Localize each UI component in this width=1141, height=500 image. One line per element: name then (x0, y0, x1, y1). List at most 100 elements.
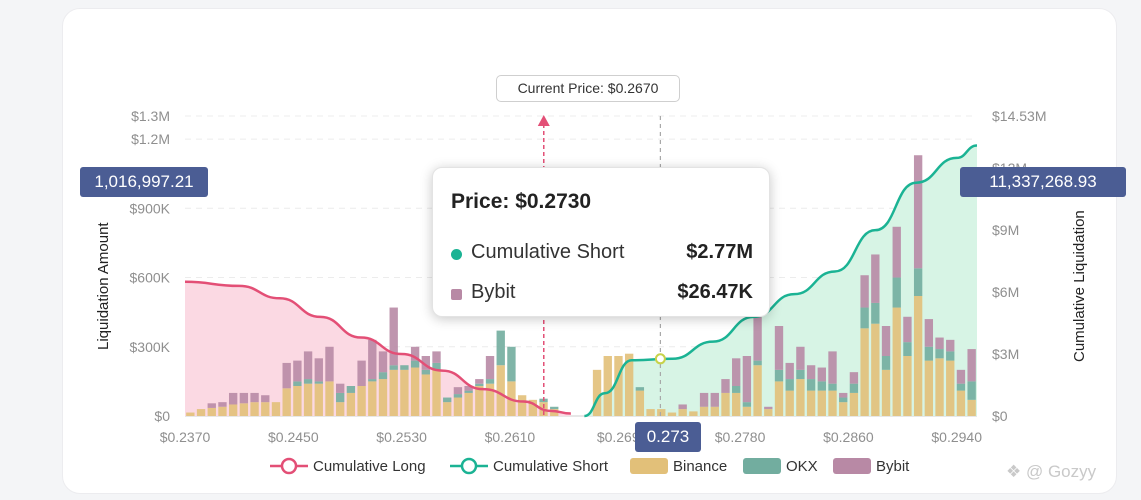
bybit-legend-label: Bybit (876, 458, 910, 475)
bybit-bar (946, 339, 955, 352)
tooltip-row-name: Cumulative Short (471, 241, 625, 263)
binance-bar (721, 392, 730, 416)
binance-bar (528, 399, 538, 416)
binance-bar (475, 386, 484, 416)
left-axis-tick-label: $1.3M (131, 108, 170, 124)
bybit-bar (839, 392, 848, 398)
x-axis-tick-label: $0.2370 (160, 429, 211, 445)
current-price-arrow-icon (537, 115, 550, 126)
legend[interactable]: Cumulative Long Cumulative Short Binance OK… (270, 457, 910, 475)
binance-bar (261, 402, 270, 416)
bybit-bar (228, 392, 238, 405)
binance-bar (624, 353, 634, 416)
okx-bar (924, 346, 934, 361)
okx-bar (378, 372, 388, 380)
binance-bar (453, 397, 463, 416)
bybit-bar (485, 356, 495, 380)
okx-bar (817, 381, 826, 391)
binance-bar (410, 367, 420, 416)
okx-bar (336, 392, 345, 403)
bar-group[interactable] (186, 155, 976, 416)
binance-bar (271, 402, 281, 416)
okx-bar (785, 379, 794, 391)
binance-bar (710, 406, 719, 416)
binance-bar (228, 404, 238, 416)
left-axis-title: Liquidation Amount (95, 222, 112, 350)
binance-bar (646, 409, 655, 416)
bybit-bar (967, 349, 976, 382)
bybit-bar (774, 326, 784, 370)
tooltip-row-value: $26.47K (677, 281, 753, 303)
bybit-bar (881, 326, 891, 356)
bybit-bar (464, 386, 473, 391)
bybit-bar (432, 351, 441, 363)
binance-bar (678, 409, 687, 416)
left-crosshair-badge: 1,016,997.21 (80, 167, 208, 197)
binance-bar (764, 409, 773, 416)
okx-legend-label: OKX (786, 458, 818, 475)
okx-bar (453, 394, 463, 398)
binance-bar (849, 392, 859, 416)
okx-bar (464, 390, 473, 393)
binance-bar (935, 358, 944, 416)
bybit-bar (239, 392, 249, 404)
binance-bar (378, 379, 388, 416)
binance-bar (464, 392, 473, 416)
bybit-bar (453, 387, 463, 395)
binance-bar (785, 390, 794, 416)
bybit-bar (282, 362, 291, 389)
binance-bar (967, 399, 976, 416)
binance-bar (635, 390, 645, 416)
right-axis-tick-label: $9M (992, 222, 1019, 238)
okx-bar (903, 342, 912, 356)
okx-bar (303, 379, 313, 384)
x-axis-tick-label: $0.2860 (823, 429, 874, 445)
right-axis-tick-label: $3M (992, 346, 1019, 362)
x-axis-tick-label: $0.269 (597, 429, 640, 445)
okx-bar (550, 406, 559, 410)
bybit-bar (357, 360, 366, 386)
bybit-bar (742, 356, 752, 403)
x-axis-tick-label: $0.2450 (268, 429, 319, 445)
okx-bar (828, 383, 837, 391)
binance-bar (892, 307, 901, 416)
tooltip-row-name: Bybit (471, 281, 516, 303)
cumulative-short-legend-label: Cumulative Short (493, 458, 609, 475)
bybit-bar (732, 358, 741, 386)
bybit-bar (207, 403, 216, 408)
bybit-bar (721, 379, 730, 393)
tooltip-row-short: Cumulative Short $2.77M (451, 241, 753, 267)
bybit-bar (699, 392, 709, 407)
binance-bar (303, 383, 313, 416)
binance-bar (603, 356, 612, 416)
binance-bar (250, 402, 259, 416)
okx-legend-icon (743, 458, 781, 474)
binance-bar (389, 369, 398, 416)
right-axis-tick-label: $14.53M (992, 108, 1046, 124)
okx-bar (839, 397, 848, 403)
current-price-label: Current Price: $0.2670 (496, 75, 680, 102)
bybit-bar (336, 383, 345, 393)
right-axis-tick-label: $6M (992, 284, 1019, 300)
bybit-bar (871, 254, 880, 303)
binance-bar (699, 406, 709, 416)
tooltip-row-bybit: Bybit $26.47K (451, 281, 753, 307)
binance-bar (732, 392, 741, 416)
okx-bar (432, 362, 441, 370)
okx-bar (400, 365, 409, 370)
right-axis-ticks: $0$3M$6M$9M$12M$14.53M (992, 108, 1046, 424)
okx-bar (410, 360, 420, 368)
binance-bar (239, 403, 249, 416)
binance-bar (196, 409, 206, 416)
binance-bar (753, 365, 762, 416)
hover-point (654, 353, 666, 365)
bybit-bar (378, 351, 388, 373)
left-axis-tick-label: $1.2M (131, 131, 170, 147)
binance-bar (657, 409, 666, 416)
okx-bar (860, 307, 869, 329)
okx-bar (475, 383, 484, 386)
okx-bar (346, 386, 356, 393)
binance-legend-icon (630, 458, 668, 474)
bybit-square-icon (451, 289, 462, 300)
binance-bar (336, 402, 345, 416)
